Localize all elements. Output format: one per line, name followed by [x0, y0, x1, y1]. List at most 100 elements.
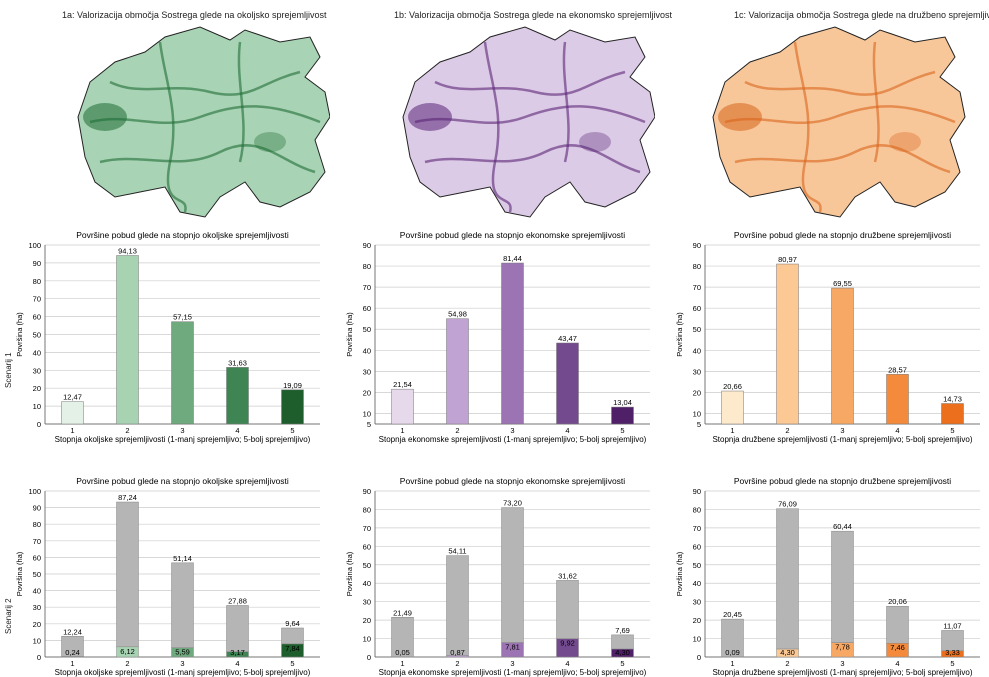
y-tick-label: 50	[33, 570, 41, 579]
bar-segment-label: 9,92	[560, 639, 575, 648]
y-axis-label: Površina (ha)	[345, 551, 354, 596]
bar-colored-segment	[831, 642, 854, 658]
y-tick-label: 5	[367, 420, 371, 429]
bar-colored-segment	[171, 647, 194, 658]
bar-value-label: 80,97	[778, 255, 797, 264]
y-tick-label: 90	[363, 241, 371, 250]
bar-colored-segment	[886, 642, 909, 658]
y-tick-label: 50	[33, 331, 41, 340]
map-spot	[579, 132, 611, 152]
y-tick-label: 70	[693, 283, 701, 292]
bar-segment-label: 7,81	[505, 643, 520, 652]
bar-value-label: 73,20	[503, 499, 522, 508]
bar	[556, 342, 579, 425]
x-tick-label: 4	[235, 659, 239, 668]
y-tick-label: 80	[363, 262, 371, 271]
bar-segment-label: 3,17	[230, 648, 245, 657]
bar-segment-label: 5,59	[175, 648, 190, 657]
bar	[116, 255, 139, 425]
y-tick-label: 90	[693, 241, 701, 250]
x-tick-label: 3	[840, 659, 844, 668]
x-tick-label: 5	[950, 426, 954, 435]
x-tick-label: 1	[730, 426, 734, 435]
bar-segment-label: 7,78	[835, 643, 850, 652]
bar-colored-segment	[446, 655, 469, 658]
bar	[446, 318, 469, 425]
x-tick-label: 4	[235, 426, 239, 435]
x-tick-label: 1	[70, 426, 74, 435]
y-tick-label: 100	[28, 241, 41, 250]
x-tick-label: 3	[510, 659, 514, 668]
y-tick-label: 30	[33, 603, 41, 612]
bar-value-label: 12,24	[63, 627, 82, 636]
bar	[171, 321, 194, 425]
y-tick-label: 20	[33, 384, 41, 393]
y-tick-label: 70	[33, 537, 41, 546]
map-area	[77, 26, 330, 218]
bar-value-label: 9,64	[285, 619, 300, 628]
x-axis-label: Stopnja družbene sprejemljivosti (1-manj…	[712, 435, 972, 444]
y-tick-label: 60	[33, 313, 41, 322]
y-tick-label: 40	[693, 346, 701, 355]
map-line	[109, 70, 301, 96]
x-tick-label: 1	[730, 659, 734, 668]
x-tick-label: 5	[290, 659, 294, 668]
x-tick-label: 2	[455, 426, 459, 435]
y-tick-label: 60	[363, 304, 371, 313]
bar-segment-label: 0,24	[65, 648, 80, 657]
y-tick-label: 10	[363, 635, 371, 644]
y-tick-label: 80	[693, 505, 701, 514]
x-axis-label: Stopnja okoljske sprejemljivosti (1-manj…	[55, 668, 311, 677]
bar-grey-segment	[226, 605, 249, 652]
y-tick-label: 30	[363, 598, 371, 607]
y-tick-label: 50	[363, 561, 371, 570]
y-tick-label: 50	[693, 325, 701, 334]
map-line	[99, 144, 316, 174]
bar-segment-label: 3,33	[945, 648, 960, 657]
x-axis-label: Stopnja okoljske sprejemljivosti (1-manj…	[55, 435, 311, 444]
x-tick-label: 1	[400, 426, 404, 435]
y-tick-label: 60	[363, 542, 371, 551]
x-tick-label: 1	[70, 659, 74, 668]
bar	[611, 406, 634, 425]
map-line	[483, 41, 512, 213]
bar-colored-segment	[611, 648, 634, 658]
x-tick-label: 2	[785, 659, 789, 668]
bar-value-label: 69,55	[833, 279, 852, 288]
x-tick-label: 2	[455, 659, 459, 668]
y-tick-label: 80	[693, 262, 701, 271]
x-tick-label: 4	[565, 426, 569, 435]
y-tick-label: 80	[33, 277, 41, 286]
bar	[391, 388, 414, 425]
bar-value-label: 27,88	[228, 596, 247, 605]
bar-grey-segment	[776, 508, 799, 650]
y-tick-label: 70	[363, 283, 371, 292]
bar	[721, 390, 744, 425]
map-line	[734, 144, 951, 174]
y-tick-label: 10	[693, 409, 701, 418]
chart-druzbena-scenarij-1: Površine pobud glede na stopnjo družbene…	[675, 230, 980, 444]
bar-grey-segment	[611, 634, 634, 650]
map-druzbena	[712, 26, 966, 218]
bar-colored-segment	[776, 648, 799, 658]
y-tick-label: 40	[363, 346, 371, 355]
chart-druzbena-scenarij-2: Površine pobud glede na stopnjo družbene…	[675, 476, 980, 677]
bar	[941, 403, 964, 425]
bar-value-label: 94,13	[118, 247, 137, 256]
y-tick-label: 5	[697, 420, 701, 429]
bar-value-label: 28,57	[888, 365, 907, 374]
bar-segment-label: 7,84	[285, 644, 300, 653]
chart-title: Površine pobud glede na stopnjo okoljske…	[76, 230, 289, 240]
bar-value-label: 13,04	[613, 398, 632, 407]
map-title-1a: 1a: Valorizacija območja Sostrega glede …	[62, 10, 327, 20]
x-axis-label: Stopnja družbene sprejemljivosti (1-manj…	[712, 668, 972, 677]
chart-title: Površine pobud glede na stopnjo ekonomsk…	[400, 230, 625, 240]
x-axis-label: Stopnja ekonomske sprejemljivosti (1-man…	[379, 435, 647, 444]
bar-colored-segment	[501, 642, 524, 658]
map-title-1c: 1c: Valorizacija območja Sostrega glede …	[734, 10, 989, 20]
bar	[61, 401, 84, 425]
x-tick-label: 2	[125, 426, 129, 435]
y-tick-label: 60	[33, 553, 41, 562]
y-tick-label: 100	[28, 487, 41, 496]
y-tick-label: 90	[693, 487, 701, 496]
